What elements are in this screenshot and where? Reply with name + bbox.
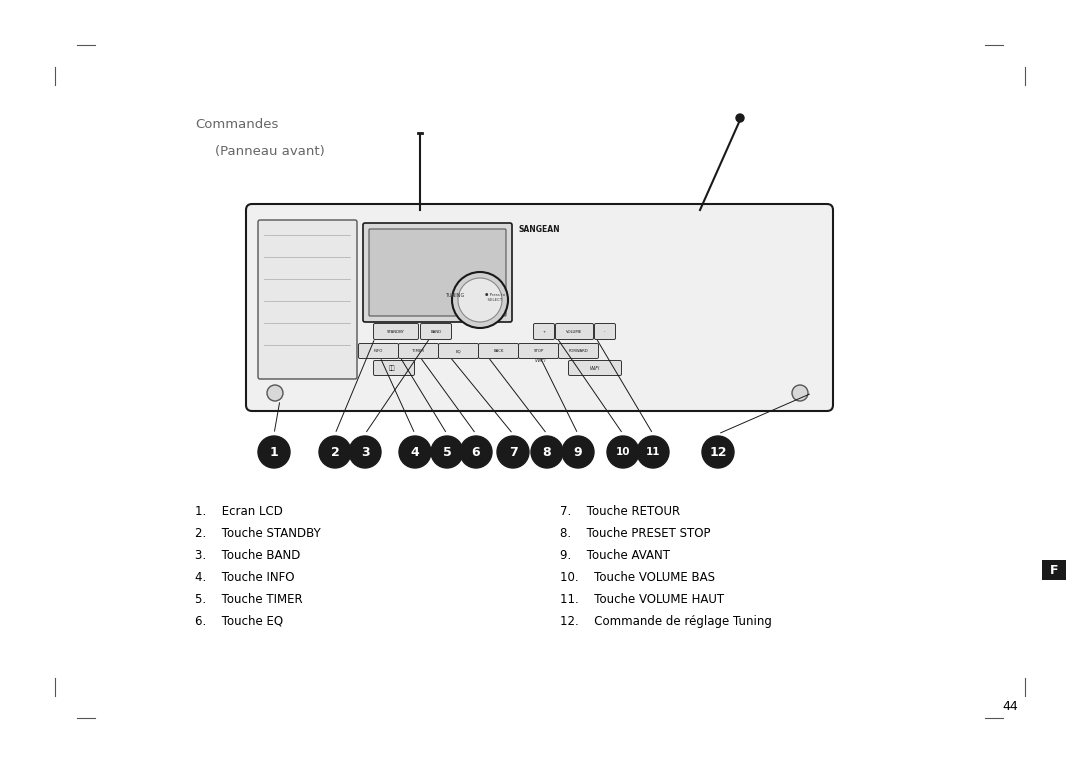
Text: TUNING: TUNING [445,293,464,298]
Text: SANGEAN: SANGEAN [518,225,561,234]
Text: FORWARD: FORWARD [569,349,589,353]
Text: 10: 10 [616,447,631,457]
Circle shape [458,278,502,322]
Text: VOLUME: VOLUME [566,330,582,333]
Text: 7: 7 [509,446,517,459]
Text: 2.  Touche STANDBY: 2. Touche STANDBY [195,527,321,540]
Text: F: F [1050,564,1058,577]
Text: 7.  Touche RETOUR: 7. Touche RETOUR [561,505,680,518]
Text: 2: 2 [330,446,339,459]
Text: 11.  Touche VOLUME HAUT: 11. Touche VOLUME HAUT [561,593,724,606]
FancyBboxPatch shape [594,324,616,340]
Text: 6: 6 [472,446,481,459]
Text: -: - [605,330,606,333]
Text: (Panneau avant): (Panneau avant) [215,145,325,158]
Text: 9.  Touche AVANT: 9. Touche AVANT [561,549,670,562]
Text: 8: 8 [542,446,551,459]
Circle shape [607,436,639,468]
Text: 12.  Commande de réglage Tuning: 12. Commande de réglage Tuning [561,615,772,628]
Circle shape [702,436,734,468]
Circle shape [349,436,381,468]
Text: 8.  Touche PRESET STOP: 8. Touche PRESET STOP [561,527,711,540]
Text: 5: 5 [443,446,451,459]
FancyBboxPatch shape [568,360,621,375]
Circle shape [637,436,669,468]
Text: ⏮⏭: ⏮⏭ [389,365,395,371]
Circle shape [267,385,283,401]
FancyBboxPatch shape [399,343,438,359]
FancyBboxPatch shape [478,343,518,359]
Circle shape [319,436,351,468]
Text: 4: 4 [410,446,419,459]
FancyBboxPatch shape [534,324,554,340]
FancyBboxPatch shape [555,324,594,340]
Text: STOP: STOP [534,349,543,353]
FancyBboxPatch shape [438,343,478,359]
Text: 6.  Touche EQ: 6. Touche EQ [195,615,283,628]
Text: STANDBY: STANDBY [387,330,405,333]
Text: 9: 9 [573,446,582,459]
FancyBboxPatch shape [359,343,399,359]
Text: EQ: EQ [456,349,461,353]
FancyBboxPatch shape [374,360,415,375]
Circle shape [453,272,508,328]
FancyBboxPatch shape [420,324,451,340]
Text: WiFi: WiFi [590,365,600,371]
FancyBboxPatch shape [518,343,558,359]
FancyBboxPatch shape [1042,560,1066,580]
Text: Commandes: Commandes [195,118,279,131]
Circle shape [399,436,431,468]
Text: ● Press to
  SELECT: ● Press to SELECT [485,293,505,301]
Circle shape [562,436,594,468]
Text: WiFi: WiFi [535,358,545,363]
Circle shape [531,436,563,468]
FancyBboxPatch shape [363,223,512,322]
FancyBboxPatch shape [374,324,419,340]
Text: 11: 11 [646,447,660,457]
Text: BACK: BACK [494,349,503,353]
Text: INFO: INFO [374,349,383,353]
FancyBboxPatch shape [258,220,357,379]
Text: 44: 44 [1002,700,1017,713]
Text: TIMER: TIMER [413,349,424,353]
Text: 12: 12 [710,446,727,459]
Circle shape [431,436,463,468]
FancyBboxPatch shape [246,204,833,411]
Text: 3: 3 [361,446,369,459]
Circle shape [792,385,808,401]
Circle shape [460,436,492,468]
Text: 4.  Touche INFO: 4. Touche INFO [195,571,295,584]
Text: +: + [542,330,545,333]
Text: 5.  Touche TIMER: 5. Touche TIMER [195,593,302,606]
Text: 1.  Ecran LCD: 1. Ecran LCD [195,505,283,518]
FancyBboxPatch shape [369,229,507,316]
Text: 3.  Touche BAND: 3. Touche BAND [195,549,300,562]
FancyBboxPatch shape [558,343,598,359]
Circle shape [735,114,744,122]
Text: BAND: BAND [431,330,442,333]
Circle shape [497,436,529,468]
Text: 10.  Touche VOLUME BAS: 10. Touche VOLUME BAS [561,571,715,584]
Text: 1: 1 [270,446,279,459]
Circle shape [258,436,291,468]
